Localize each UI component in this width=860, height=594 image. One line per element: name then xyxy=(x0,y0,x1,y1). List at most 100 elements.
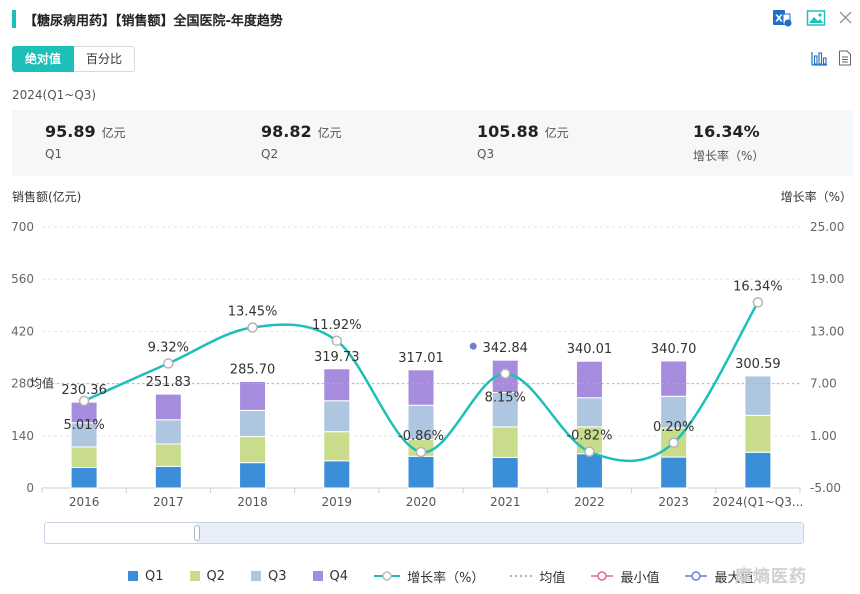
growth-rate-point xyxy=(331,335,343,347)
x-tick-label: 2017 xyxy=(153,495,184,509)
data-table-icon[interactable] xyxy=(838,50,852,66)
svg-text:X: X xyxy=(775,14,783,25)
bar-total-label: 342.84 xyxy=(482,341,528,356)
x-tick-label: 2016 xyxy=(69,495,100,509)
growth-rate-point xyxy=(499,368,511,379)
left-axis-title: 销售额(亿元) xyxy=(12,190,82,204)
period-label: 2024(Q1~Q3) xyxy=(12,88,97,102)
y-tick-label-left: 140 xyxy=(11,429,34,443)
close-icon[interactable] xyxy=(836,9,856,27)
data-zoom-selected-range xyxy=(197,523,803,543)
growth-rate-point xyxy=(415,446,427,458)
bar-segment-q3 xyxy=(70,422,98,448)
y-tick-label-left: 0 xyxy=(26,481,34,495)
x-tick-label: 2018 xyxy=(237,495,268,509)
data-zoom-handle[interactable] xyxy=(194,525,200,541)
bar-segment-q1 xyxy=(660,456,688,489)
legend-label: 最大值 xyxy=(714,570,754,586)
growth-rate-line xyxy=(83,301,759,463)
growth-rate-label: 16.34% xyxy=(733,279,783,294)
growth-rate-point xyxy=(163,358,174,369)
watermark-text: 摩熵医药 xyxy=(735,567,807,587)
bar-segment-q3 xyxy=(660,395,688,429)
bar-segment-q2 xyxy=(154,443,182,467)
bar-segment-q4 xyxy=(660,360,688,397)
page-title: 【糖尿病用药】【销售额】全国医院-年度趋势 xyxy=(24,14,283,29)
average-label: 均值 xyxy=(30,376,54,391)
summary-q1: 95.89 亿元 Q1 xyxy=(45,122,126,161)
bar-segment-q4 xyxy=(323,368,351,402)
bar-total-label: 300.59 xyxy=(735,357,781,372)
legend-item-growth[interactable]: 增长率（%） xyxy=(374,567,484,586)
legend-label: Q2 xyxy=(206,568,226,584)
x-tick-label: 2022 xyxy=(574,495,605,509)
growth-rate-point xyxy=(78,395,90,407)
excel-export-icon[interactable]: X xyxy=(772,9,792,27)
bar-segment-q4 xyxy=(407,369,435,406)
growth-rate-label: 11.92% xyxy=(312,318,362,333)
min-marker-icon xyxy=(591,571,614,581)
y-tick-label-right: 25.00 xyxy=(810,220,844,234)
y-tick-label-right: 7.00 xyxy=(810,377,837,391)
x-tick-label: 2023 xyxy=(658,495,689,509)
bar-chart-icon[interactable] xyxy=(810,50,828,66)
y-tick-label-left: 420 xyxy=(11,324,34,338)
bar-total-label: 340.01 xyxy=(567,342,613,357)
summary-growth: 16.34% 增长率（%） xyxy=(693,122,764,164)
summary-unit: 亿元 xyxy=(317,126,342,140)
legend-item-min[interactable]: 最小值 xyxy=(591,567,659,586)
summary-label: Q2 xyxy=(261,147,279,161)
growth-rate-point xyxy=(752,297,764,308)
percentage-tab[interactable]: 百分比 xyxy=(74,46,136,72)
legend-label: Q1 xyxy=(145,568,164,584)
bar-segment-q2 xyxy=(239,436,267,464)
bar-segment-q1 xyxy=(70,466,98,489)
image-export-icon[interactable] xyxy=(806,9,826,27)
bar-total-label: 251.83 xyxy=(146,375,192,390)
legend-item-q4[interactable]: Q4 xyxy=(312,569,348,584)
summary-label: Q3 xyxy=(477,147,495,161)
summary-q3: 105.88 亿元 Q3 xyxy=(477,122,569,161)
chart-legend: Q1 Q2 Q3 Q4 增长率（%） 均值 最小值 最大值 xyxy=(128,566,779,586)
bar-total-label: 317.01 xyxy=(398,351,444,366)
growth-rate-label: 8.15% xyxy=(485,391,526,406)
legend-label: 均值 xyxy=(539,570,566,586)
data-zoom-slider[interactable] xyxy=(44,522,804,544)
bar-total-label: 319.73 xyxy=(314,350,360,365)
bar-segment-q1 xyxy=(575,453,603,489)
bar-segment-q2 xyxy=(491,426,519,458)
x-tick-label: 2021 xyxy=(490,495,521,509)
y-tick-label-right: 13.00 xyxy=(810,324,844,338)
x-tick-label: 2019 xyxy=(322,495,353,509)
y-tick-label-right: 19.00 xyxy=(810,272,844,286)
y-tick-label-left: 280 xyxy=(11,377,34,391)
growth-rate-label: 0.20% xyxy=(653,420,694,435)
summary-value: 98.82 xyxy=(261,122,312,141)
summary-panel: 95.89 亿元 Q1 98.82 亿元 Q2 105.88 亿元 Q3 16.34%… xyxy=(12,110,854,176)
legend-item-average[interactable]: 均值 xyxy=(510,567,565,586)
bar-segment-q1 xyxy=(744,451,772,489)
bar-segment-q1 xyxy=(154,465,182,489)
bar-segment-q1 xyxy=(323,460,351,489)
bar-segment-q4 xyxy=(575,360,603,399)
bar-segment-q3 xyxy=(239,409,267,438)
bar-segment-q1 xyxy=(491,456,519,489)
growth-rate-label: 9.32% xyxy=(148,340,189,355)
growth-rate-point xyxy=(668,437,679,449)
legend-label: Q3 xyxy=(268,568,287,584)
max-value-marker xyxy=(469,342,477,350)
x-tick-label: 2024(Q1~Q3... xyxy=(712,495,803,509)
legend-item-q1[interactable]: Q1 xyxy=(128,569,164,584)
legend-swatch xyxy=(189,571,200,581)
legend-item-max[interactable]: 最大值 xyxy=(685,567,753,586)
legend-swatch xyxy=(128,571,138,581)
bar-segment-q1 xyxy=(407,455,435,489)
absolute-value-tab[interactable]: 绝对值 xyxy=(12,46,75,72)
legend-item-q2[interactable]: Q2 xyxy=(189,568,226,584)
legend-item-q3[interactable]: Q3 xyxy=(251,569,287,584)
value-mode-toggle: 绝对值 百分比 xyxy=(12,46,136,72)
summary-unit: 亿元 xyxy=(101,126,126,140)
title-accent-bar xyxy=(12,10,16,28)
summary-unit: 亿元 xyxy=(544,126,569,140)
y-tick-label-left: 700 xyxy=(11,220,34,234)
